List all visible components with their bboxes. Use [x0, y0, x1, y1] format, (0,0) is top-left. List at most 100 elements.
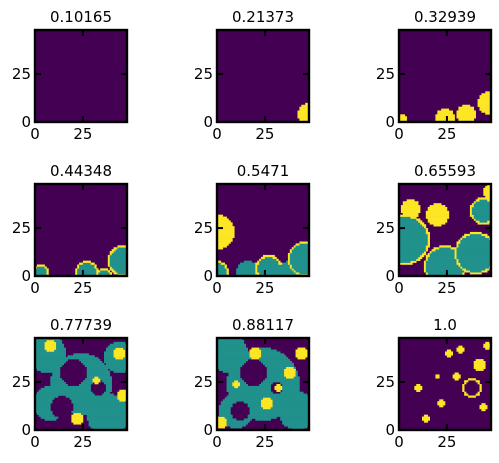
heatmap-cell	[420, 222, 425, 225]
heatmap-cell	[416, 218, 421, 221]
heatmap-cell	[462, 389, 465, 392]
heatmap-cell	[226, 424, 247, 427]
heatmap-cell	[100, 268, 109, 271]
heatmap-cell	[487, 220, 492, 223]
heatmap-cell	[437, 403, 446, 406]
heatmap-cell	[399, 233, 429, 237]
y-tick-label: 0	[21, 113, 31, 131]
heatmap-cell	[284, 424, 310, 427]
heatmap-cell	[247, 414, 310, 417]
heatmap-cell	[113, 341, 126, 345]
heatmap-cell	[230, 426, 243, 429]
heatmap-image	[35, 184, 128, 277]
heatmap-cell	[79, 384, 91, 387]
heatmap-cell	[272, 399, 310, 402]
heatmap-cell	[113, 251, 128, 254]
heatmap-cell	[220, 403, 233, 406]
heatmap-cell	[475, 199, 480, 202]
heatmap-cell	[228, 372, 241, 375]
heatmap-cell	[458, 239, 461, 242]
heatmap-cell	[217, 341, 245, 345]
heatmap-cell	[220, 262, 225, 265]
heatmap-cell	[456, 116, 476, 119]
heatmap-cell	[36, 264, 45, 267]
heatmap-cell	[94, 382, 99, 385]
heatmap-cell	[287, 262, 291, 265]
heatmap-cell	[400, 205, 421, 208]
heatmap-cell	[259, 272, 296, 275]
heatmap-cell	[287, 256, 291, 260]
heatmap-cell	[456, 347, 465, 350]
x-tick-label: 25	[255, 433, 274, 451]
heatmap-cell	[295, 349, 308, 352]
heatmap-cell	[86, 376, 95, 379]
heatmap-cell	[266, 370, 285, 373]
heatmap-cell	[217, 241, 231, 244]
heatmap-cell	[77, 272, 97, 275]
heatmap-cell	[217, 235, 235, 238]
heatmap-cell	[249, 353, 262, 356]
heatmap-cell	[400, 210, 421, 214]
heatmap-cell	[102, 380, 112, 383]
x-tick-label: 25	[437, 279, 456, 297]
heatmap-cell	[113, 268, 128, 271]
heatmap-cell	[469, 212, 473, 215]
heatmap-cell	[462, 385, 465, 389]
heatmap-cell	[289, 253, 310, 256]
heatmap-cell	[272, 401, 310, 404]
heatmap-cell	[423, 414, 429, 417]
axes-frame	[397, 336, 493, 432]
heatmap-cell	[226, 376, 241, 379]
heatmap-cell	[228, 393, 308, 396]
heatmap-cell	[473, 361, 486, 364]
panel-title: 0.5471	[237, 162, 290, 180]
heatmap-cell	[56, 341, 63, 345]
heatmap-cell	[462, 268, 467, 271]
heatmap-cell	[399, 116, 407, 119]
heatmap-cell	[104, 361, 128, 364]
heatmap-cell	[255, 266, 258, 269]
heatmap-cell	[439, 247, 452, 250]
heatmap-cell	[104, 382, 112, 385]
panel-title: 0.77739	[50, 316, 112, 334]
heatmap-cell	[435, 249, 455, 252]
heatmap-cell	[399, 216, 411, 219]
heatmap-cell	[38, 389, 91, 392]
heatmap-cell	[284, 372, 296, 375]
heatmap-cell	[483, 343, 492, 346]
heatmap-cell	[35, 339, 47, 343]
heatmap-cell	[259, 384, 271, 387]
heatmap-cell	[107, 256, 111, 260]
heatmap-cell	[217, 353, 250, 356]
heatmap-cell	[289, 251, 293, 254]
heatmap-cell	[240, 384, 248, 387]
heatmap-cell	[234, 385, 239, 389]
heatmap-cell	[466, 268, 486, 271]
heatmap-cell	[291, 251, 310, 254]
heatmap-cell	[429, 222, 446, 225]
heatmap-cell	[427, 258, 457, 261]
heatmap-cell	[107, 264, 111, 267]
heatmap-cell	[107, 260, 111, 263]
heatmap-cell	[456, 260, 459, 263]
heatmap-cell	[266, 368, 285, 371]
heatmap-cell	[469, 210, 473, 214]
heatmap-cell	[96, 272, 99, 275]
heatmap-cell	[109, 343, 128, 346]
heatmap-cell	[460, 241, 492, 244]
heatmap-cell	[456, 262, 461, 265]
heatmap-cell	[458, 260, 492, 263]
heatmap-cell	[473, 366, 486, 369]
heatmap-cell	[109, 268, 114, 271]
heatmap-cell	[217, 345, 247, 348]
heatmap-cell	[217, 266, 225, 269]
heatmap-cell	[475, 201, 492, 204]
heatmap-cell	[266, 372, 285, 375]
heatmap-cell	[276, 389, 281, 392]
heatmap-cell	[94, 266, 97, 269]
heatmap-cell	[226, 272, 229, 275]
heatmap-cell	[77, 264, 80, 267]
heatmap-cell	[247, 405, 262, 408]
heatmap-background	[399, 30, 491, 122]
heatmap-cell	[257, 260, 260, 263]
